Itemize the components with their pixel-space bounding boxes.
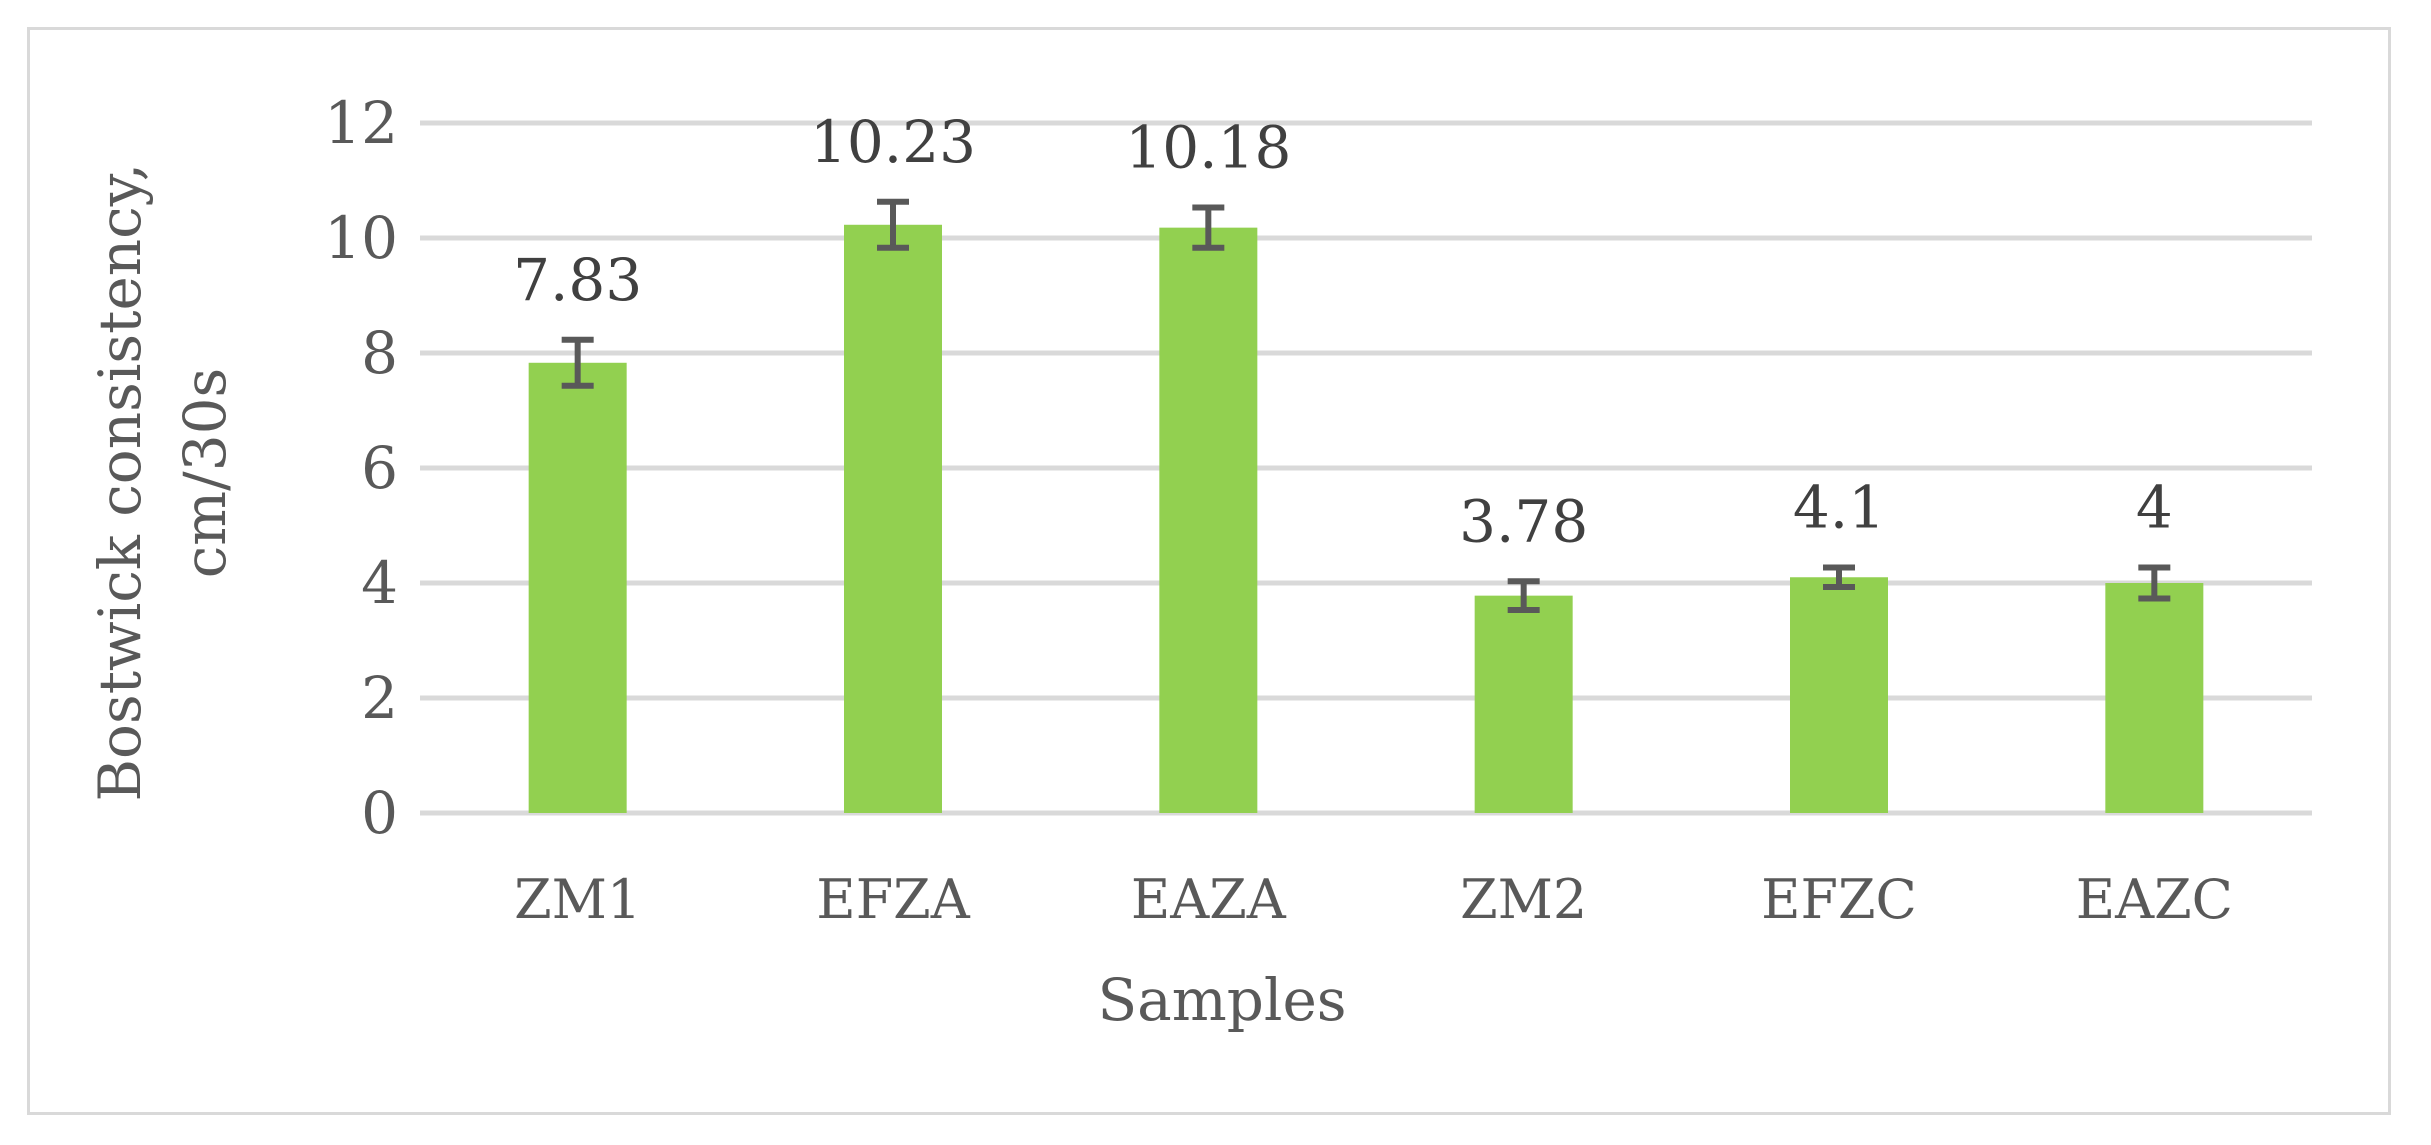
data-label: 7.83 [513,246,642,314]
y-axis-title-line-1: Bostwick consistency, [86,163,154,802]
y-tick-label: 6 [361,434,398,502]
y-tick-label: 0 [361,779,398,847]
x-category-label: EAZC [2076,868,2233,931]
bar [1474,595,1573,813]
error-bars [561,198,2171,614]
x-category-label: ZM2 [1460,868,1587,931]
bars [528,224,2204,813]
bar [1159,227,1258,813]
y-tick-label: 10 [324,204,398,272]
error-bar [561,336,594,389]
y-tick-labels: 0 2 4 6 8 10 12 [324,89,398,847]
x-axis-title: Samples [1097,966,1346,1034]
y-axis-title: Bostwick consistency, cm/30s [86,144,239,801]
gridlines [420,120,2312,816]
error-bar [1823,564,1855,591]
x-category-label: EFZC [1761,868,1917,931]
y-tick-label: 8 [361,319,398,387]
y-axis-title-line-2: cm/30s [171,368,239,579]
data-labels: 7.83 10.23 10.18 3.78 4.1 4 [513,108,2173,556]
error-bar [877,198,909,251]
x-category-label: EAZA [1131,868,1287,931]
x-category-label: ZM1 [514,868,641,931]
data-label: 10.18 [1125,114,1291,182]
x-category-labels: ZM1 EFZA EAZA ZM2 EFZC EAZC [514,868,2233,931]
y-tick-label: 4 [361,549,398,617]
bar [844,224,942,813]
bar [2105,583,2204,813]
data-label: 4.1 [1793,473,1885,541]
bar [1790,577,1888,813]
x-category-label: EFZA [816,868,970,931]
data-label: 4 [2136,473,2173,541]
error-bar [1507,578,1540,614]
data-label: 3.78 [1459,487,1588,555]
data-label: 10.23 [810,108,976,176]
error-bar [1192,204,1225,251]
y-tick-label: 2 [361,664,398,732]
y-tick-label: 12 [324,89,398,157]
bar [528,362,627,813]
error-bar [2138,564,2171,602]
